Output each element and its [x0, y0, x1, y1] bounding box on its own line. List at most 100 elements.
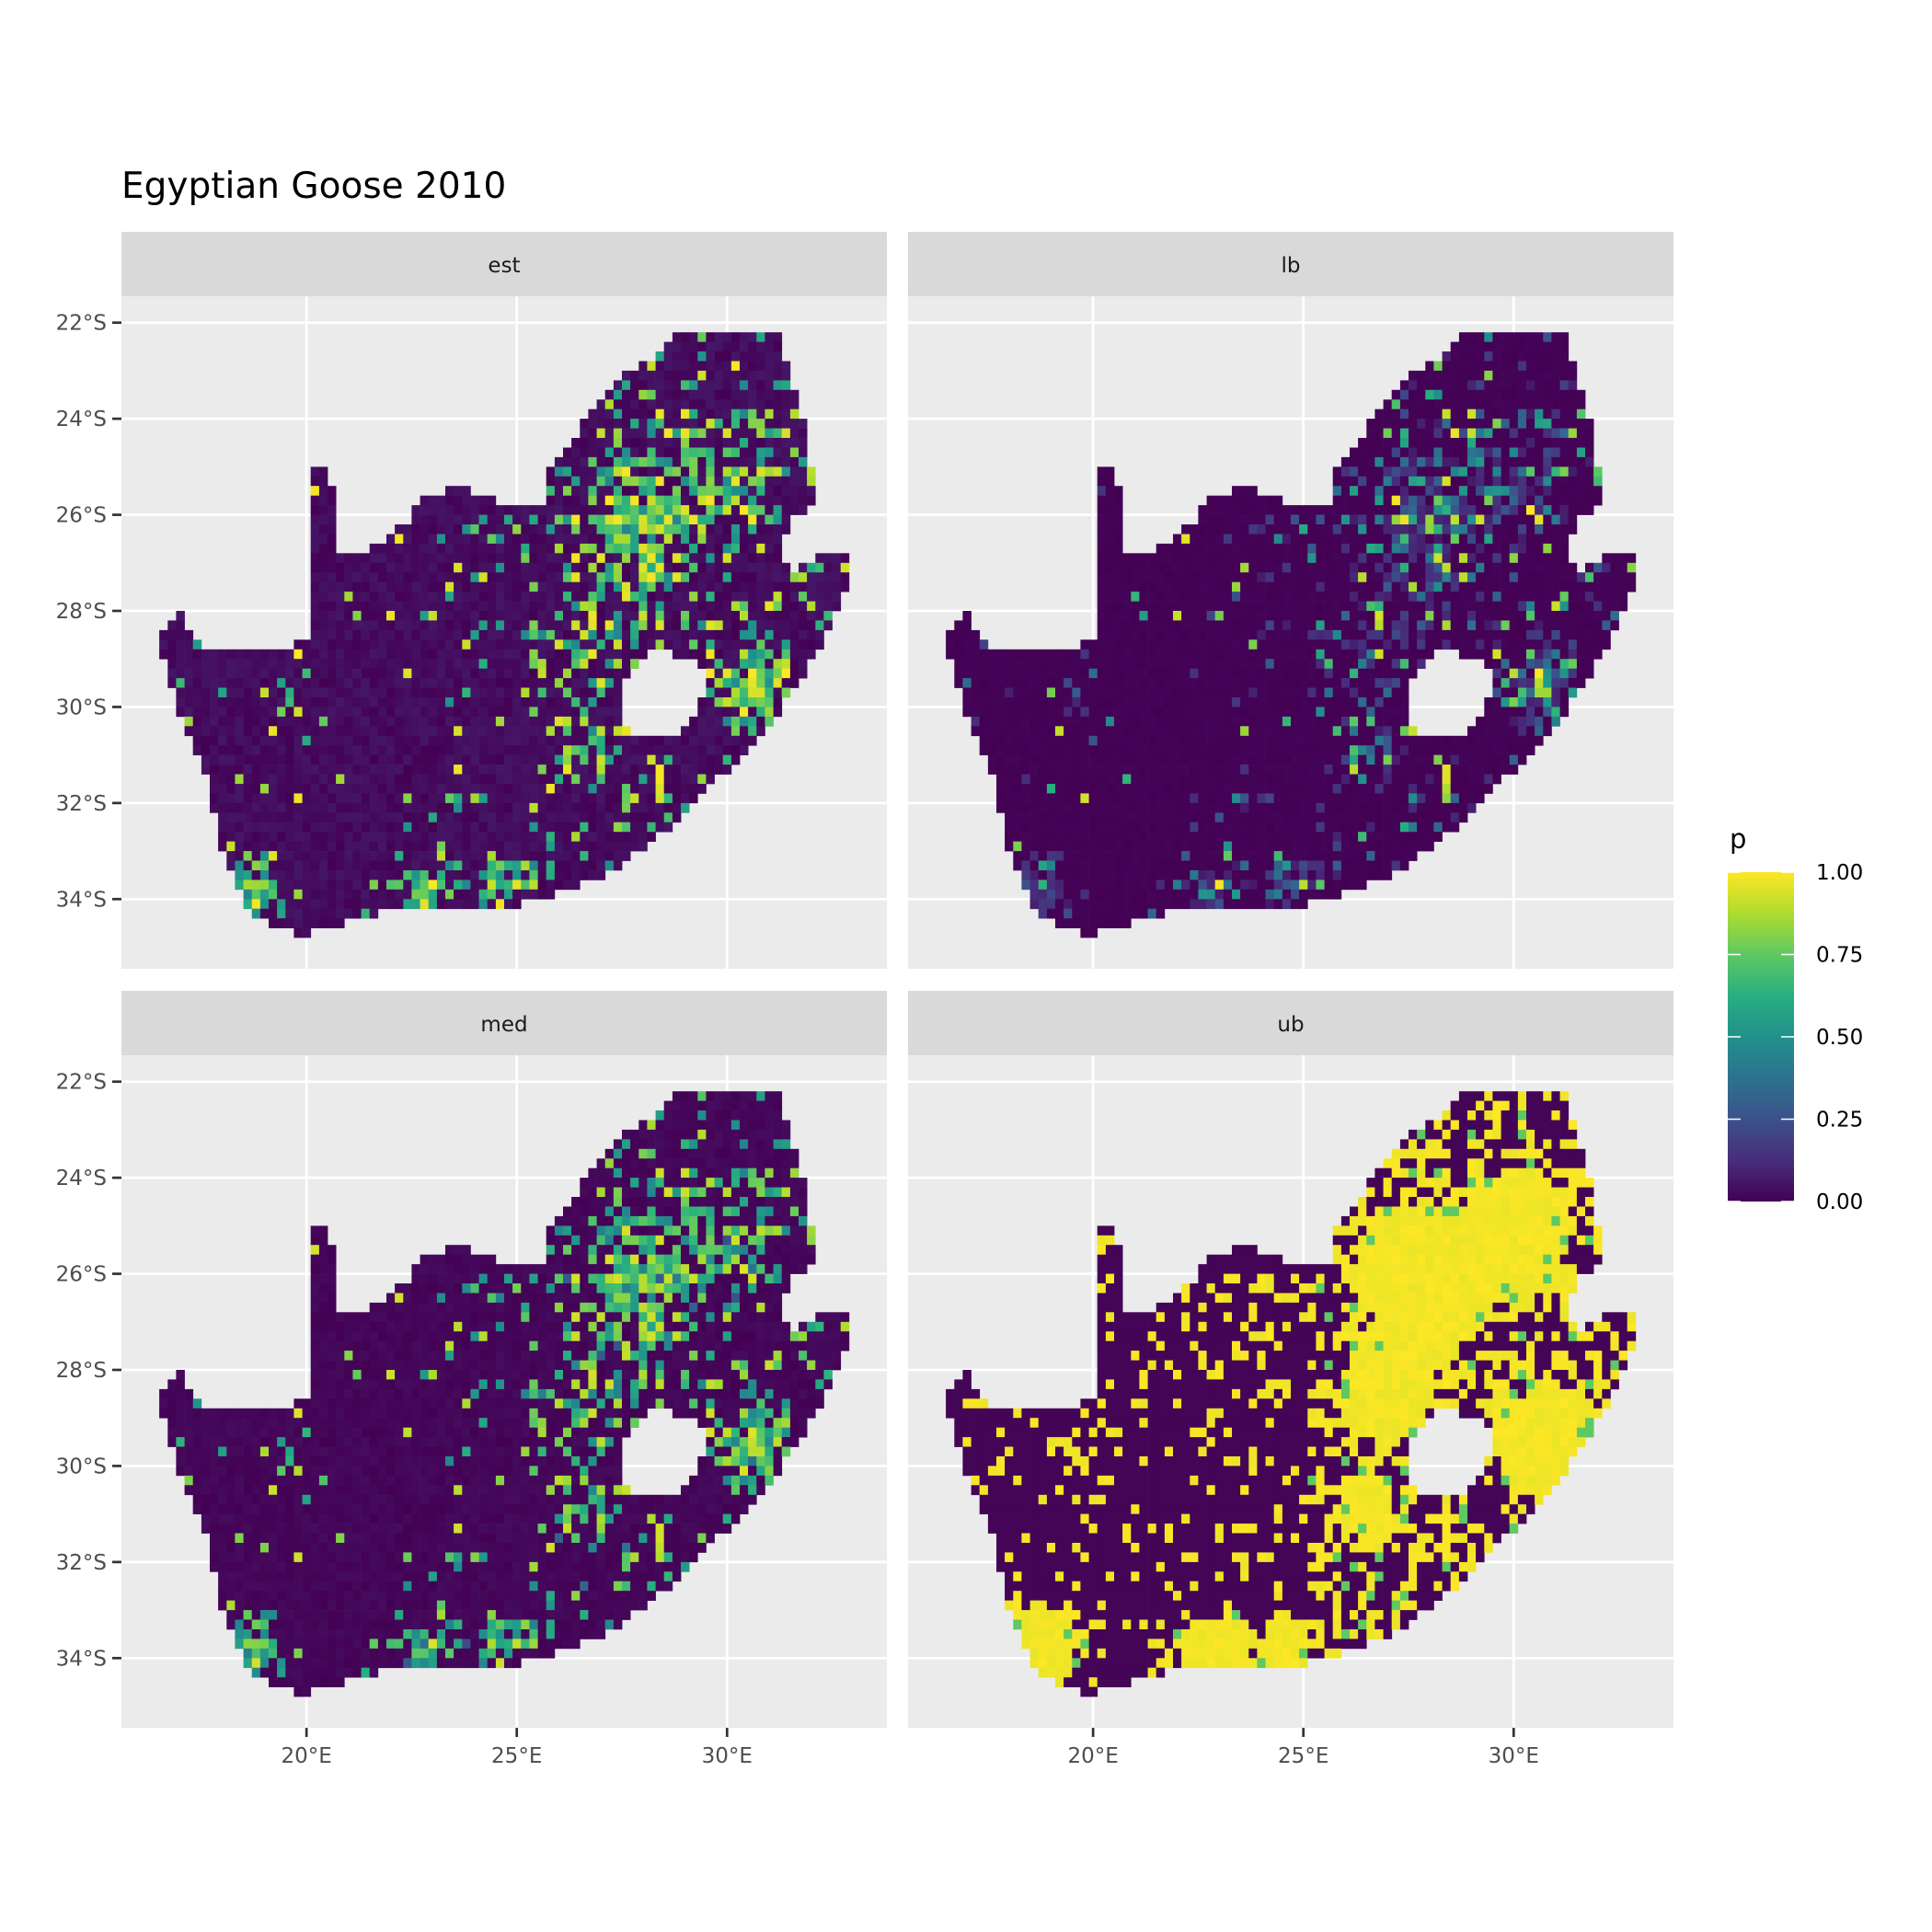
raster-cell: [420, 629, 430, 640]
raster-cell: [1164, 765, 1174, 775]
raster-cell: [1046, 908, 1056, 919]
raster-cell: [1122, 802, 1132, 813]
raster-cell: [529, 505, 538, 515]
raster-cell: [1139, 822, 1148, 833]
raster-cell: [386, 812, 396, 823]
raster-cell: [756, 399, 765, 410]
raster-cell: [428, 495, 438, 506]
raster-cell: [773, 438, 783, 448]
raster-cell: [588, 774, 597, 785]
raster-cell: [588, 592, 597, 602]
raster-cell: [1316, 611, 1325, 621]
raster-cell: [554, 466, 564, 477]
raster-cell: [546, 765, 556, 775]
raster-cell: [1240, 659, 1249, 669]
raster-cell: [1232, 562, 1241, 573]
raster-cell: [504, 851, 513, 861]
raster-cell: [420, 735, 430, 746]
raster-cell: [184, 697, 194, 707]
raster-cell: [740, 562, 749, 573]
raster-cell: [765, 447, 774, 458]
raster-cell: [454, 870, 463, 880]
raster-cell: [1240, 697, 1249, 707]
raster-cell: [504, 754, 513, 765]
y-tick-label: 22°S: [56, 312, 107, 336]
raster-cell: [1114, 870, 1123, 880]
raster-cell: [1273, 707, 1283, 718]
raster-cell: [722, 745, 732, 755]
raster-cell: [1147, 802, 1157, 813]
raster-cell: [979, 659, 989, 669]
raster-cell: [655, 592, 665, 602]
raster-cell: [344, 899, 353, 910]
raster-cell: [706, 341, 715, 352]
raster-cell: [226, 860, 236, 871]
raster-cell: [318, 668, 328, 679]
raster-cell: [596, 832, 606, 842]
raster-cell: [971, 668, 981, 679]
raster-cell: [1265, 745, 1275, 755]
raster-cell: [487, 543, 497, 554]
raster-cell: [655, 745, 665, 755]
raster-cell: [318, 880, 328, 891]
raster-cell: [436, 851, 446, 861]
y-tick-label: 28°S: [56, 600, 107, 624]
raster-cell: [369, 629, 379, 640]
raster-cell: [546, 774, 556, 785]
raster-cell: [445, 860, 454, 871]
raster-cell: [697, 486, 707, 496]
raster-cell: [773, 476, 783, 487]
raster-cell: [740, 534, 749, 545]
raster-cell: [318, 832, 328, 842]
raster-cell: [192, 649, 202, 660]
raster-cell: [722, 765, 732, 775]
raster-cell: [630, 456, 639, 467]
raster-cell: [1131, 707, 1140, 718]
raster-cell: [748, 726, 757, 737]
raster-cell: [630, 447, 639, 458]
raster-cell: [445, 726, 454, 737]
raster-cell: [1232, 601, 1241, 612]
raster-cell: [1064, 659, 1073, 669]
raster-cell: [1299, 899, 1308, 910]
raster-cell: [604, 389, 615, 400]
raster-cell: [765, 370, 774, 381]
raster-cell: [1198, 870, 1207, 880]
raster-cell: [1316, 572, 1325, 582]
raster-cell: [1021, 793, 1030, 804]
raster-cell: [714, 447, 724, 458]
raster-cell: [1005, 735, 1014, 746]
raster-cell: [730, 678, 741, 688]
raster-cell: [310, 476, 320, 487]
raster-cell: [1055, 784, 1064, 794]
raster-cell: [748, 668, 757, 679]
raster-cell: [1223, 784, 1233, 794]
raster-cell: [436, 841, 446, 852]
raster-cell: [1399, 419, 1409, 429]
raster-cell: [336, 899, 345, 910]
raster-cell: [663, 476, 673, 487]
raster-cell: [251, 745, 261, 755]
raster-cell: [1080, 726, 1089, 737]
raster-cell: [622, 639, 631, 650]
raster-cell: [386, 620, 396, 631]
raster-cell: [521, 629, 530, 640]
raster-cell: [251, 908, 261, 919]
raster-cell: [979, 639, 989, 650]
raster-cell: [714, 419, 724, 429]
raster-cell: [1105, 553, 1115, 564]
raster-cell: [1131, 745, 1140, 755]
raster-cell: [1332, 572, 1342, 582]
raster-cell: [420, 812, 430, 823]
raster-cell: [807, 581, 816, 592]
raster-cell: [604, 765, 615, 775]
raster-cell: [1350, 793, 1359, 804]
raster-cell: [663, 822, 673, 833]
raster-cell: [1223, 668, 1233, 679]
raster-cell: [706, 361, 715, 372]
raster-cell: [638, 802, 648, 813]
raster-cell: [420, 726, 430, 737]
raster-cell: [722, 370, 732, 381]
raster-cell: [318, 687, 328, 698]
raster-cell: [1046, 841, 1056, 852]
